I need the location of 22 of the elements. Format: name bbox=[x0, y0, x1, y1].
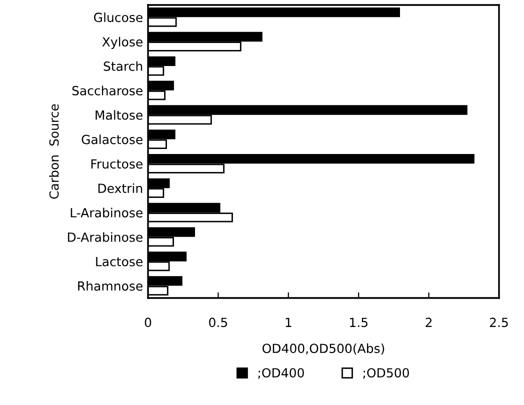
x-tick-label: 2.5 bbox=[490, 318, 508, 328]
x-axis-title: OD400,OD500(Abs) bbox=[262, 343, 384, 355]
x-tick-label: 0 bbox=[144, 318, 152, 328]
y-tick-label: Fructose bbox=[91, 159, 142, 169]
y-tick-label: Dextrin bbox=[98, 183, 142, 194]
y-tick-label: Glucose bbox=[94, 12, 142, 22]
y-axis-title: Carbon Source bbox=[49, 104, 59, 199]
legend-label: ;OD400 bbox=[258, 368, 304, 379]
y-tick-label: Lactose bbox=[96, 257, 142, 266]
y-tick-label: Maltose bbox=[96, 110, 142, 120]
y-tick-label: Rhamnose bbox=[78, 281, 142, 291]
y-tick-label: Starch bbox=[104, 61, 142, 71]
x-tick-label: 1.5 bbox=[350, 318, 368, 328]
y-tick-label: D-Arabinose bbox=[68, 232, 142, 242]
x-tick-label: 1 bbox=[286, 318, 292, 327]
x-tick-label: 0.5 bbox=[209, 318, 228, 328]
y-tick-label: Xylose bbox=[102, 36, 142, 49]
y-tick-label: Saccharose bbox=[72, 86, 142, 96]
y-tick-label: Galactose bbox=[82, 134, 142, 144]
x-tick-label: 2 bbox=[426, 318, 432, 327]
legend-label: ;OD500 bbox=[363, 368, 409, 379]
y-tick-label: L-Arabinose bbox=[70, 208, 142, 218]
